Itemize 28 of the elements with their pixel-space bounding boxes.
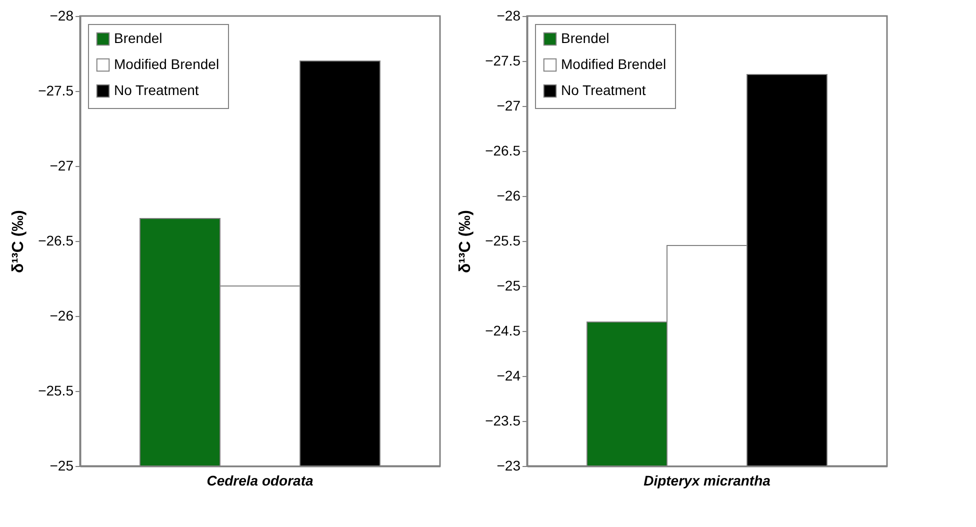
y-tick-label: −28 (496, 8, 521, 24)
legend-label: No Treatment (561, 82, 646, 98)
y-tick-label: −25.5 (38, 382, 74, 398)
y-tick-label: −26.5 (38, 232, 74, 248)
y-tick-label: −25.5 (485, 232, 521, 248)
y-axis-title: δ¹³C (‰) (457, 210, 474, 274)
y-tick-label: −27.5 (38, 82, 74, 98)
y-tick-label: −27 (50, 158, 74, 174)
legend-label: Modified Brendel (561, 56, 666, 72)
y-tick-label: −26 (496, 188, 521, 204)
y-tick-label: −27.5 (485, 52, 521, 68)
y-tick-label: −23.5 (485, 412, 521, 428)
y-tick-label: −25 (50, 458, 74, 474)
y-tick-label: −27 (496, 98, 521, 114)
y-tick-label: −24 (496, 368, 521, 384)
y-tick-label: −28 (50, 8, 74, 24)
y-tick-label: −23 (496, 458, 521, 474)
legend-label: Brendel (114, 30, 162, 46)
y-tick-label: −26.5 (485, 142, 521, 158)
y-tick-label: −26 (50, 308, 74, 324)
x-tick-label: Dipteryx micrantha (644, 472, 771, 488)
legend-label: Brendel (561, 30, 610, 46)
y-axis-title: δ¹³C (‰) (10, 210, 28, 274)
legend-label: No Treatment (114, 82, 199, 98)
legend-label: Modified Brendel (114, 56, 220, 72)
x-tick-label: Cedrela odorata (206, 472, 314, 488)
y-tick-label: −24.5 (485, 322, 521, 338)
y-tick-label: −25 (496, 278, 521, 294)
